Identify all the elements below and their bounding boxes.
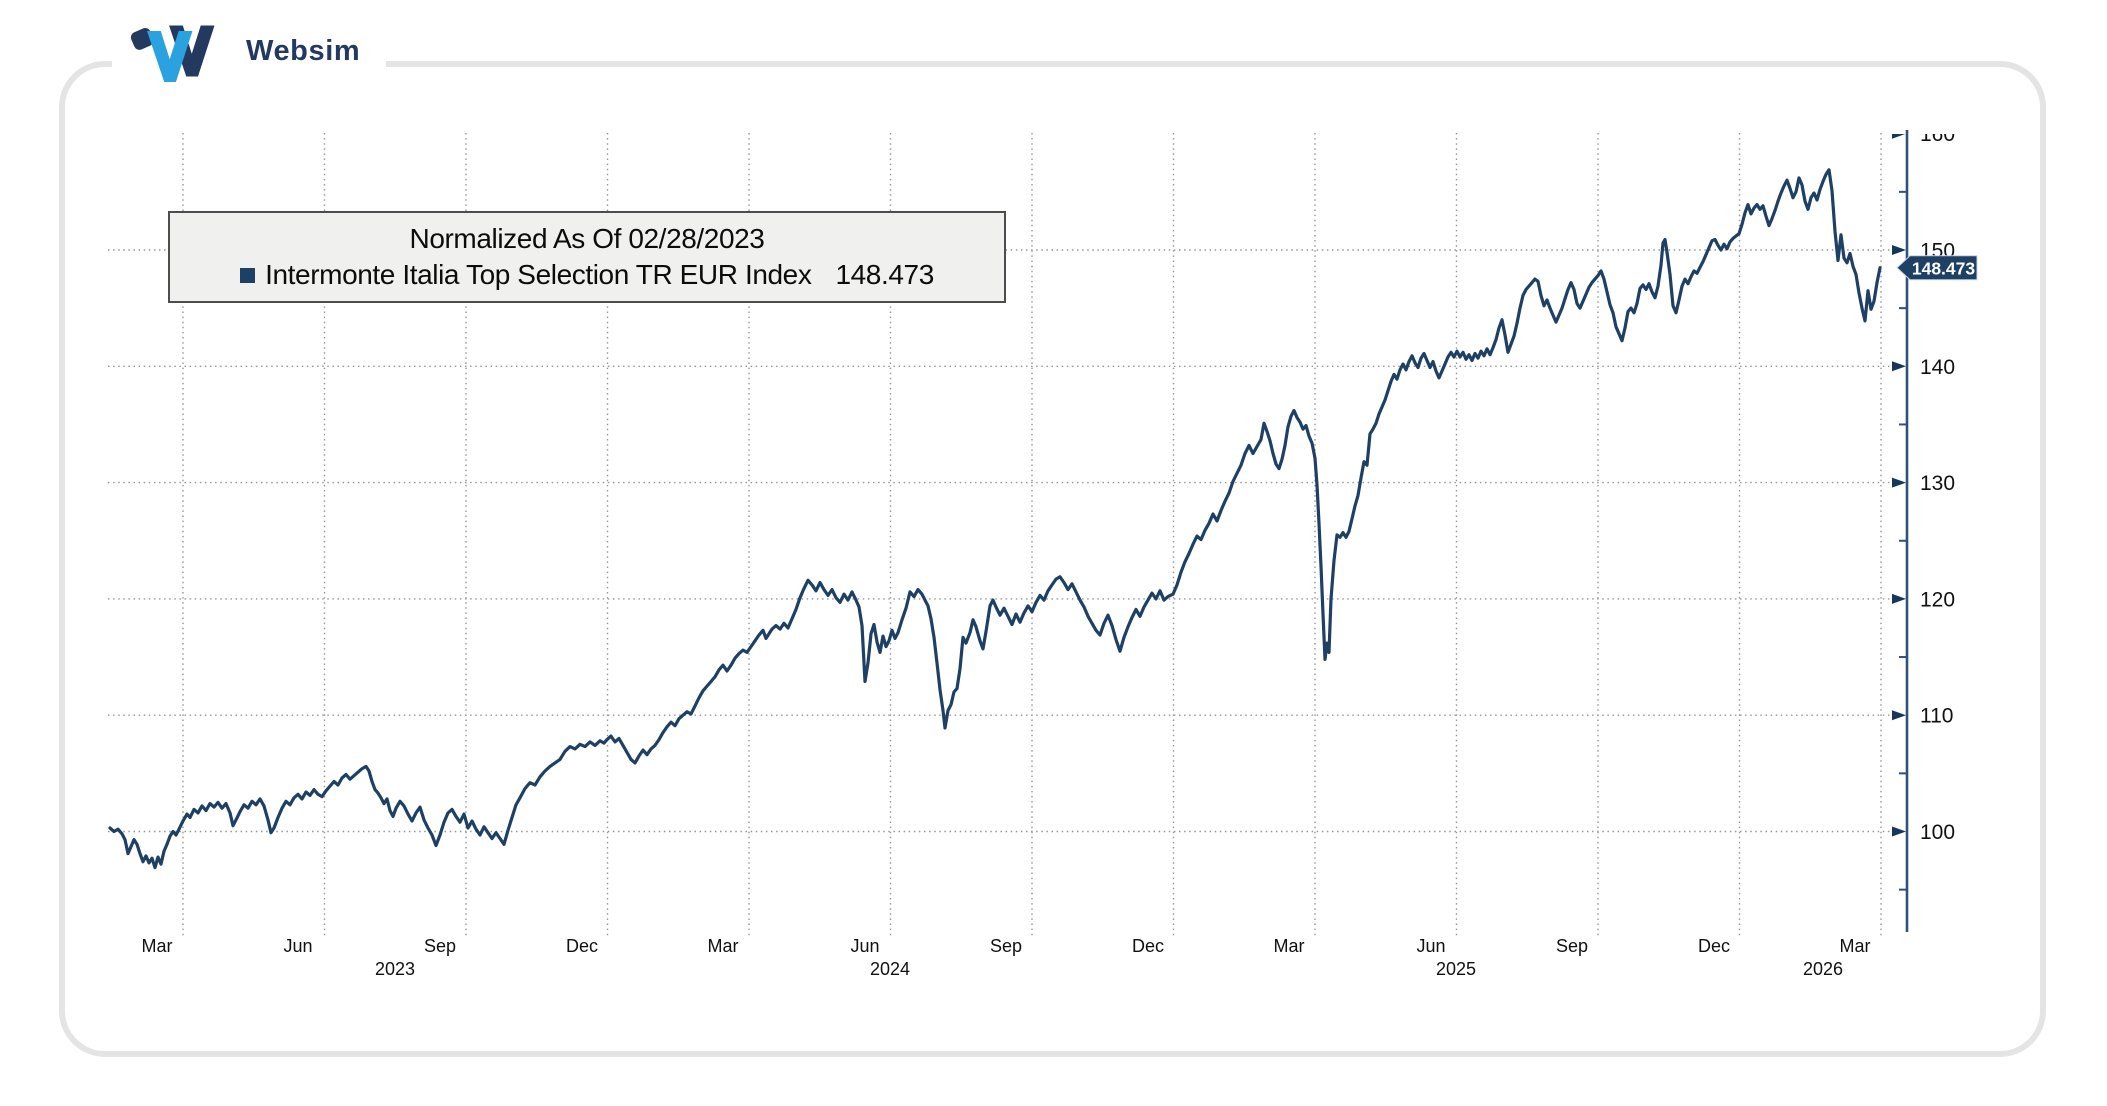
x-tick-label: Mar	[1274, 936, 1305, 956]
websim-logo-icon	[130, 25, 215, 82]
y-tick-label: 110	[1920, 705, 1953, 728]
price-line	[108, 168, 1882, 870]
legend-series-row: Intermonte Italia Top Selection TR EUR I…	[240, 257, 934, 293]
x-year-label: 2023	[375, 959, 415, 979]
last-value-text: 148.473	[1912, 258, 1976, 278]
y-tick-label: 100	[1920, 821, 1955, 844]
horizontal-gridlines	[108, 249, 1893, 833]
websim-logo-text: Websim	[246, 34, 361, 67]
y-tick-label: 120	[1920, 588, 1955, 611]
last-value-tag: 148.473	[1896, 255, 1978, 281]
x-tick-label: Dec	[566, 936, 598, 956]
x-year-label: 2026	[1803, 959, 1843, 979]
x-tick-label: Sep	[424, 936, 456, 956]
y-axis-minor-ticks	[1899, 190, 1907, 891]
series-marker-icon	[240, 267, 256, 283]
chart-legend: Normalized As Of 02/28/2023 Intermonte I…	[168, 211, 1006, 303]
x-tick-label: Sep	[990, 936, 1022, 956]
x-tick-label: Mar	[708, 936, 739, 956]
y-tick-label: 160	[1920, 123, 1955, 146]
legend-title: Normalized As Of 02/28/2023	[409, 223, 765, 254]
y-tick-label: 140	[1920, 356, 1955, 379]
x-tick-label: Mar	[142, 936, 173, 956]
x-tick-label: Jun	[1416, 936, 1445, 956]
x-year-label: 2025	[1436, 959, 1476, 979]
y-tick-label: 130	[1920, 472, 1955, 495]
x-tick-label: Jun	[283, 936, 312, 956]
x-tick-label: Sep	[1556, 936, 1588, 956]
x-axis-month-labels: Mar Jun Sep Dec Mar Jun Sep Dec Mar Jun Sep Dec Mar	[142, 936, 1871, 956]
x-year-label: 2024	[870, 959, 910, 979]
x-tick-label: Jun	[850, 936, 879, 956]
x-tick-label: Dec	[1698, 936, 1730, 956]
legend-series-label: Intermonte Italia Top Selection TR EUR I…	[265, 259, 812, 290]
x-axis-year-labels: 2023 2024 2025 2026	[375, 959, 1843, 979]
legend-series-value: 148.473	[835, 259, 934, 290]
websim-logo[interactable]: Websim	[112, 12, 387, 88]
x-tick-label: Dec	[1132, 936, 1164, 956]
chart-card	[59, 61, 2046, 1057]
x-tick-label: Mar	[1840, 936, 1871, 956]
